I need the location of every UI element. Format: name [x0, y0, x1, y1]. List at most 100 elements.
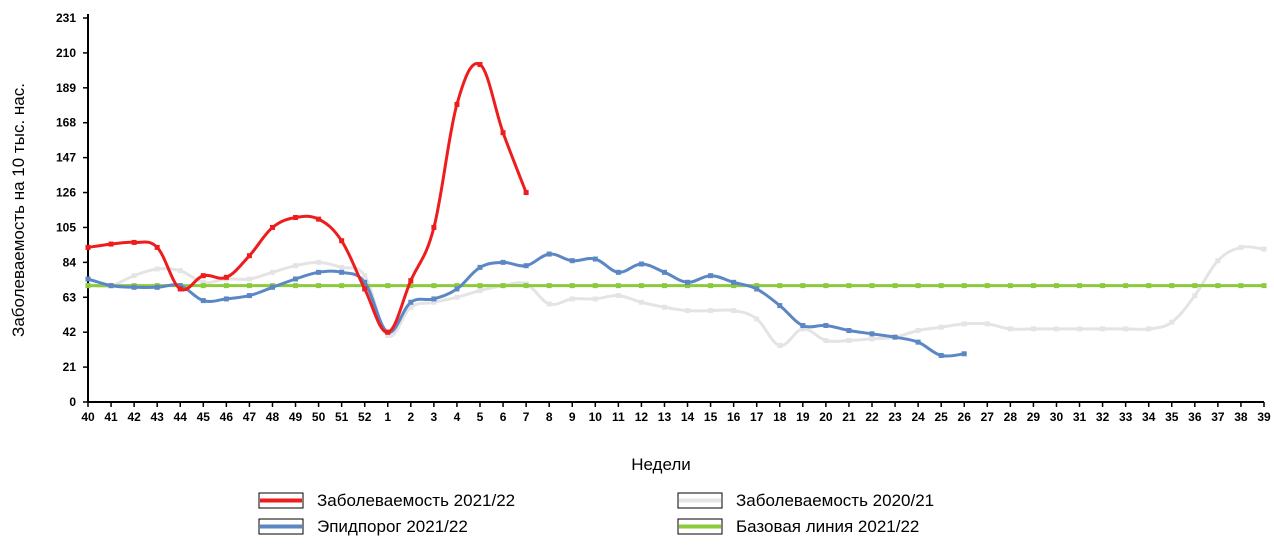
data-point [477, 283, 483, 289]
data-point [1238, 244, 1244, 250]
x-tick-label: 47 [243, 410, 257, 424]
data-point [615, 293, 621, 299]
data-point [408, 304, 414, 310]
y-tick-label: 210 [56, 46, 76, 60]
data-point [661, 283, 667, 289]
data-point [523, 283, 529, 289]
data-point [131, 239, 137, 245]
legend-label: Эпидпорог 2021/22 [317, 517, 468, 536]
x-tick-label: 27 [981, 410, 995, 424]
x-tick-label: 24 [911, 410, 925, 424]
data-point [1146, 283, 1152, 289]
data-point [85, 283, 91, 289]
data-point [246, 283, 252, 289]
data-point [316, 216, 322, 222]
data-point [1146, 326, 1152, 332]
series-incidence-2020-21 [85, 244, 1267, 348]
x-tick-label: 11 [612, 410, 625, 424]
data-point [915, 339, 921, 345]
data-point [454, 283, 460, 289]
data-point [293, 283, 299, 289]
x-tick-label: 41 [104, 410, 118, 424]
data-point [108, 283, 114, 289]
data-point [892, 334, 898, 340]
data-point [362, 279, 368, 285]
x-tick-label: 52 [358, 410, 372, 424]
data-point [546, 301, 552, 307]
data-point [592, 296, 598, 302]
x-tick-label: 40 [81, 410, 95, 424]
x-tick-label: 9 [569, 410, 576, 424]
data-point [500, 283, 506, 289]
x-tick-label: 7 [523, 410, 530, 424]
data-point [200, 298, 206, 304]
data-point [1261, 283, 1267, 289]
data-point [454, 294, 460, 300]
series-threshold-2021-22 [85, 251, 967, 358]
data-point [246, 253, 252, 259]
data-point [431, 296, 437, 302]
data-point [569, 296, 575, 302]
data-point [961, 321, 967, 327]
series [85, 62, 1267, 358]
data-point [269, 284, 275, 290]
x-tick-label: 26 [958, 410, 972, 424]
data-point [200, 283, 206, 289]
x-tick-label: 12 [635, 410, 649, 424]
data-point [1053, 283, 1059, 289]
legend-item: Базовая линия 2021/22 [677, 517, 919, 536]
data-point [777, 342, 783, 348]
data-point [269, 224, 275, 230]
data-point [1007, 326, 1013, 332]
data-point [800, 323, 806, 329]
y-tick-label: 0 [69, 395, 76, 409]
x-tick-label: 23 [888, 410, 902, 424]
data-point [477, 264, 483, 270]
x-tick-label: 46 [220, 410, 234, 424]
x-tick-label: 15 [704, 410, 718, 424]
data-point [615, 269, 621, 275]
x-tick-label: 3 [431, 410, 438, 424]
legend-item: Эпидпорог 2021/22 [258, 517, 468, 536]
x-tick-label: 31 [1073, 410, 1087, 424]
data-point [800, 283, 806, 289]
data-point [892, 283, 898, 289]
data-point [523, 190, 529, 196]
data-point [1007, 283, 1013, 289]
data-point [131, 273, 137, 279]
data-point [984, 283, 990, 289]
x-tick-label: 50 [312, 410, 326, 424]
data-point [293, 263, 299, 269]
data-point [915, 328, 921, 334]
data-point [708, 283, 714, 289]
data-point [339, 238, 345, 244]
data-point [984, 321, 990, 327]
data-point [546, 283, 552, 289]
data-point [569, 283, 575, 289]
data-point [846, 283, 852, 289]
data-point [500, 130, 506, 136]
x-tick-label: 48 [266, 410, 280, 424]
series-incidence-2020-21-line [86, 245, 1266, 348]
x-axis-label: Недели [631, 455, 691, 474]
data-point [246, 293, 252, 299]
x-tick-label: 13 [658, 410, 672, 424]
data-point [108, 241, 114, 247]
data-point [546, 251, 552, 257]
data-point [846, 328, 852, 334]
data-point [200, 279, 206, 285]
data-point [177, 286, 183, 292]
data-point [754, 316, 760, 322]
data-point [500, 259, 506, 265]
data-point [408, 299, 414, 305]
data-point [869, 336, 875, 342]
data-point [961, 283, 967, 289]
x-tick-label: 28 [1004, 410, 1018, 424]
data-point [1123, 326, 1129, 332]
data-point [223, 296, 229, 302]
x-tick-label: 33 [1119, 410, 1133, 424]
data-point [1192, 293, 1198, 299]
legend-item: Заболеваемость 2020/21 [677, 491, 934, 510]
